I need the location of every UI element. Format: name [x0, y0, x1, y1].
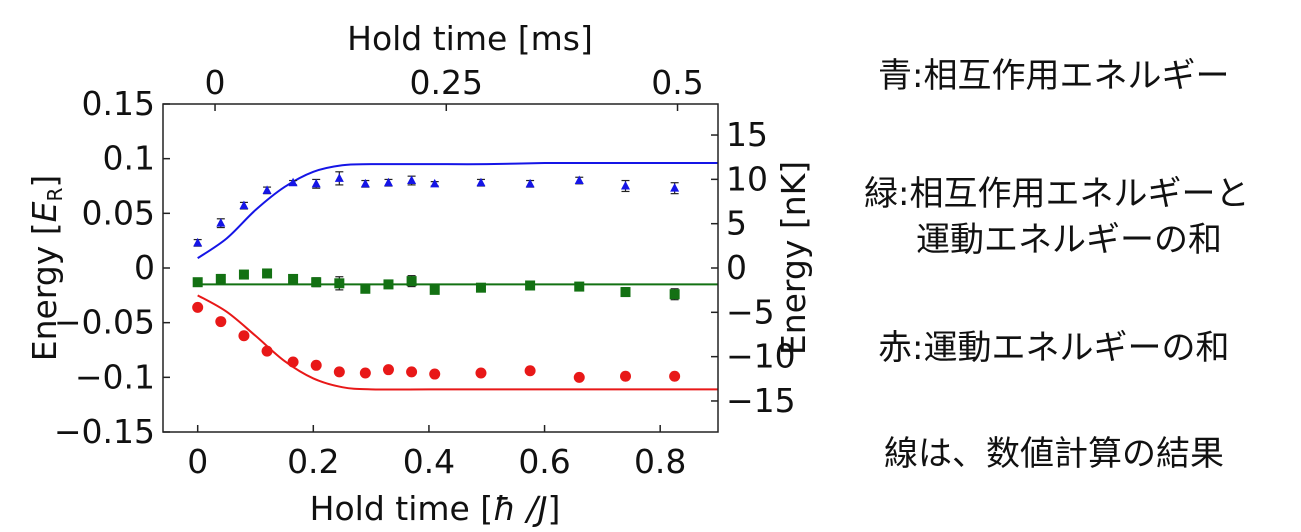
interaction-point	[525, 178, 535, 188]
x-tick-label: 0.2	[287, 442, 339, 481]
right-tick-label: 15	[726, 115, 768, 154]
interaction-point	[621, 181, 630, 190]
legend-green-line2: 運動エネルギーの和	[916, 220, 1222, 260]
y-tick-label: −0.1	[75, 357, 155, 396]
kinetic-point	[215, 316, 227, 328]
top-tick-label: 0.5	[651, 63, 703, 102]
total-point	[192, 277, 203, 288]
total-point	[406, 276, 417, 287]
x-tick-label: 0	[187, 442, 208, 481]
kinetic-point	[238, 330, 250, 342]
y-tick-label: 0.15	[82, 84, 155, 123]
total-point	[383, 279, 394, 290]
fit-lines	[197, 161, 718, 391]
y-tick-label: 0.05	[82, 193, 155, 232]
right-tick-label: −5	[726, 292, 775, 331]
data-points	[192, 171, 681, 383]
right-tick-label: −15	[726, 381, 796, 420]
interaction-point	[216, 218, 226, 227]
kinetic-point	[333, 366, 345, 378]
kinetic-point	[429, 368, 441, 380]
kinetic-point	[406, 366, 418, 378]
legend-lines-note: 線は、数値計算の結果	[884, 434, 1224, 474]
right-tick-label: 0	[726, 248, 747, 287]
kinetic-point	[310, 359, 322, 371]
total-point	[288, 273, 299, 284]
total-point	[334, 278, 345, 289]
kinetic-point	[669, 370, 681, 382]
x-tick-label: 0.6	[518, 442, 570, 481]
interaction-point	[262, 185, 272, 194]
y-tick-label: 0.1	[103, 139, 155, 178]
interaction-point	[360, 178, 370, 188]
interaction-point	[239, 200, 249, 210]
total-point	[238, 269, 249, 280]
interaction-fit-line	[197, 161, 718, 259]
kinetic-point	[192, 301, 204, 313]
legend-blue: 青:相互作用エネルギー	[878, 56, 1230, 96]
tick-marks	[163, 103, 718, 433]
total-point	[215, 273, 226, 284]
total-point	[475, 282, 486, 293]
top-tick-label: 0	[205, 63, 226, 102]
x-tick-label: 0.4	[403, 442, 455, 481]
interaction-point	[407, 175, 417, 185]
top-axis-label: Hold time [ms]	[347, 19, 593, 58]
interaction-point	[574, 175, 584, 185]
interaction-point	[334, 173, 344, 182]
total-point	[669, 289, 680, 300]
kinetic-point	[524, 365, 536, 377]
interaction-point	[670, 183, 680, 192]
right-axis-label: Energy [nK]	[774, 161, 813, 355]
y-tick-label: −0.15	[54, 412, 155, 451]
kinetic-point	[287, 356, 299, 368]
kinetic-fit-line	[197, 294, 718, 391]
y-tick-label: 0	[134, 248, 155, 287]
left-axis-label: Energy [ER]	[25, 175, 67, 362]
bottom-axis-label: Hold time [ħ /J]	[310, 489, 561, 528]
interaction-point	[288, 177, 298, 187]
tick-labels: 0 0.2 0.4 0.6 0.8 0 0.25 0.5 0.15 0.1 0.05 0 −0.05 −0…	[54, 63, 796, 481]
kinetic-point	[620, 370, 631, 382]
legend-red: 赤:運動エネルギーの和	[878, 328, 1230, 368]
energy-chart: 0 0.2 0.4 0.6 0.8 0 0.25 0.5 0.15 0.1 0.05 0 −0.05 −0…	[25, 19, 813, 528]
total-point	[525, 280, 536, 291]
interaction-point	[193, 237, 203, 247]
interaction-point	[383, 177, 393, 187]
total-point	[262, 268, 273, 279]
total-point	[620, 287, 631, 298]
top-tick-label: 0.25	[410, 63, 483, 102]
kinetic-point	[382, 364, 394, 376]
plot-frame	[162, 103, 719, 433]
kinetic-point	[573, 371, 585, 383]
interaction-point	[430, 178, 440, 188]
total-point	[574, 281, 585, 292]
total-point	[429, 284, 440, 295]
total-point	[311, 277, 322, 288]
interaction-point	[311, 178, 321, 188]
kinetic-point	[261, 345, 273, 357]
total-point	[360, 283, 371, 294]
right-tick-label: 5	[726, 204, 747, 243]
kinetic-point	[475, 367, 487, 379]
right-tick-label: −10	[726, 337, 796, 376]
x-tick-label: 0.8	[634, 442, 686, 481]
interaction-point	[476, 177, 486, 187]
y-tick-label: −0.05	[54, 303, 155, 342]
right-tick-label: 10	[726, 159, 768, 198]
kinetic-point	[359, 367, 371, 379]
legend-green-line1: 緑:相互作用エネルギーと	[864, 174, 1250, 214]
